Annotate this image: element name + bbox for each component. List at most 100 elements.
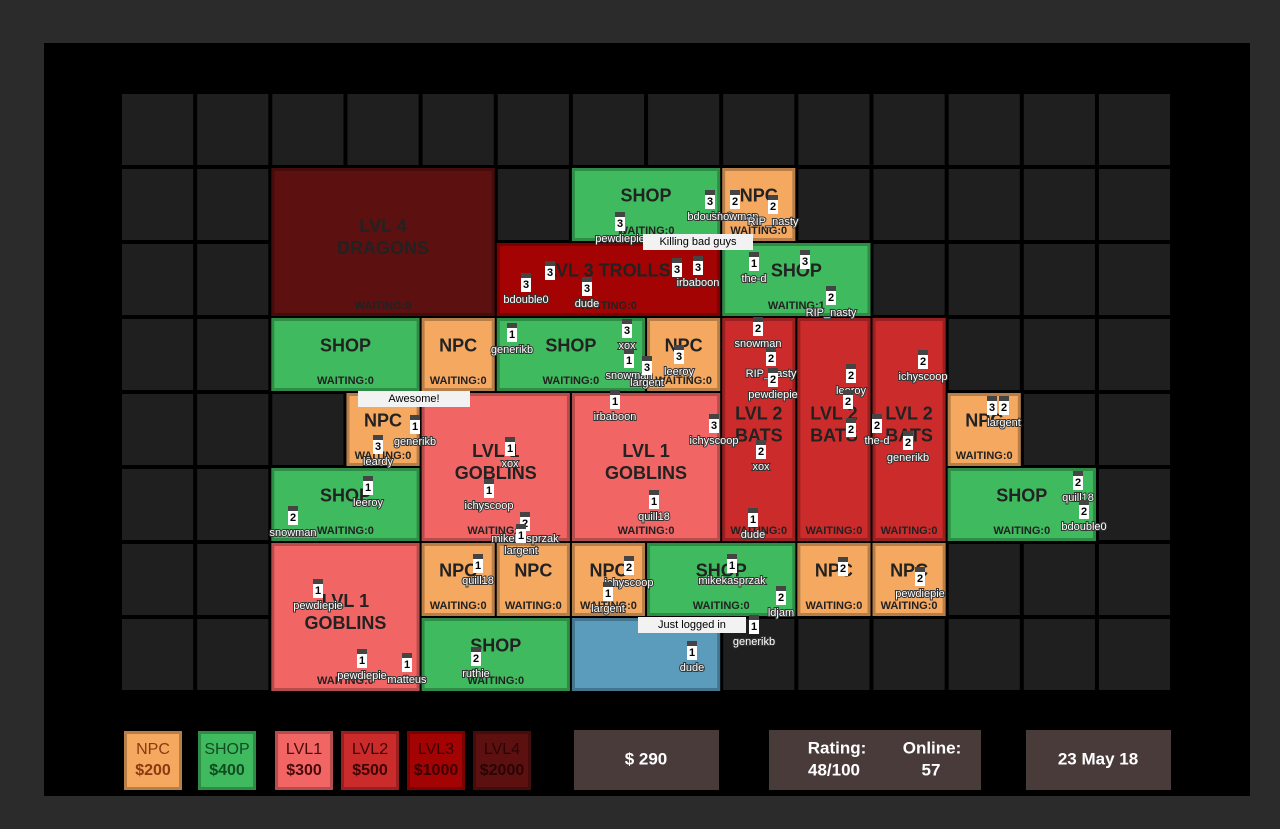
player-badge-top <box>903 431 913 436</box>
player-level: 1 <box>651 496 657 508</box>
room-waiting: WAITING:0 <box>806 525 863 537</box>
grid-cell <box>948 244 1020 315</box>
player-level: 2 <box>848 370 854 382</box>
player-badge <box>520 512 530 531</box>
room-waiting: WAITING:0 <box>655 375 712 387</box>
player-level: 3 <box>676 351 682 363</box>
player-level: 2 <box>1081 506 1087 518</box>
legend-item[interactable] <box>198 731 256 790</box>
room <box>722 318 796 541</box>
player-badge-top <box>516 524 526 529</box>
room-waiting: WAITING:0 <box>993 525 1050 537</box>
room-waiting: WAITING:0 <box>730 525 787 537</box>
player-name: pewdiepie <box>293 600 343 612</box>
player-name: pewdiepie <box>895 588 945 600</box>
player-name: dude <box>575 298 599 310</box>
date-panel <box>1026 730 1171 790</box>
player-level: 1 <box>486 485 492 497</box>
grid-cell <box>197 169 269 240</box>
room-waiting: WAITING:0 <box>956 450 1013 462</box>
player-badge <box>1073 471 1083 490</box>
player-badge-top <box>846 364 856 369</box>
player-badge <box>674 345 684 364</box>
room-label: SHOP <box>996 485 1047 505</box>
player-name: generikb <box>887 452 929 464</box>
legend-price: $1000 <box>414 762 459 779</box>
player-badge <box>918 350 928 369</box>
room <box>722 243 871 316</box>
grid-cell <box>948 169 1020 240</box>
grid-cell <box>873 619 945 690</box>
player-badge <box>753 317 763 336</box>
player-name: generikb <box>491 344 533 356</box>
player-name: ichyscoop <box>899 371 948 383</box>
speech-text: Just logged in <box>658 619 726 631</box>
player-name: ichyscoop <box>690 435 739 447</box>
player-name: leeroy <box>353 497 383 509</box>
player-level: 1 <box>689 647 695 659</box>
player-level: 2 <box>874 420 880 432</box>
player-badge-top <box>826 286 836 291</box>
room-label: LVL 2 <box>885 403 932 423</box>
player-badge <box>313 579 323 598</box>
player-badge <box>705 190 715 209</box>
player-level: 2 <box>848 424 854 436</box>
legend-item[interactable] <box>275 731 333 790</box>
legend-item[interactable] <box>341 731 399 790</box>
player-badge <box>582 277 592 296</box>
player-badge-top <box>843 390 853 395</box>
room-waiting: WAITING:0 <box>618 225 675 237</box>
player-badge <box>843 390 853 409</box>
player-level: 2 <box>770 374 776 386</box>
grid-cell <box>723 94 795 165</box>
player-badge-top <box>507 323 517 328</box>
legend-name: LVL2 <box>352 741 388 758</box>
grid-cell <box>1098 244 1171 315</box>
room-waiting: WAITING:0 <box>317 675 374 687</box>
legend-item[interactable] <box>407 731 465 790</box>
player-badge-top <box>582 277 592 282</box>
legend-price: $2000 <box>480 762 525 779</box>
room <box>421 618 570 691</box>
grid-cell <box>197 469 269 540</box>
player-level: 3 <box>617 218 623 230</box>
legend-item[interactable] <box>124 731 182 790</box>
room <box>421 318 495 391</box>
player-badge <box>357 649 367 668</box>
player-badge-top <box>521 273 531 278</box>
grid-cell <box>197 544 269 615</box>
legend-item[interactable] <box>473 731 531 790</box>
player-badge <box>872 414 882 433</box>
room-label: LVL 3 TROLLS <box>546 260 670 280</box>
player-level: 3 <box>584 283 590 295</box>
room-label: GOBLINS <box>304 613 386 633</box>
room-label: LVL 2 <box>735 403 782 423</box>
player-name: snowman <box>711 211 758 223</box>
player-level: 2 <box>845 396 851 408</box>
player-badge <box>505 437 515 456</box>
player-badge <box>473 554 483 573</box>
player-name: quill18 <box>462 575 494 587</box>
player-name: largent <box>987 417 1021 429</box>
grid-cell <box>272 94 344 165</box>
player-badge <box>846 418 856 437</box>
player-badge-top <box>709 414 719 419</box>
player-badge-top <box>1079 500 1089 505</box>
grid-cell <box>122 169 194 240</box>
speech-text: Awesome! <box>388 393 439 405</box>
player-badge <box>709 414 719 433</box>
room-label: NPC <box>439 335 477 355</box>
player-badge <box>603 582 613 601</box>
player-name: leardy <box>363 456 393 468</box>
grid-cell <box>122 469 194 540</box>
player-badge <box>749 252 759 271</box>
player-name: matteus <box>387 674 427 686</box>
grid-cell <box>948 544 1020 615</box>
player-badge <box>649 490 659 509</box>
grid-cell <box>197 394 269 465</box>
player-badge <box>838 557 848 576</box>
player-name: the-d <box>864 435 889 447</box>
player-badge-top <box>693 256 703 261</box>
player-level: 1 <box>612 396 618 408</box>
player-level: 3 <box>711 420 717 432</box>
